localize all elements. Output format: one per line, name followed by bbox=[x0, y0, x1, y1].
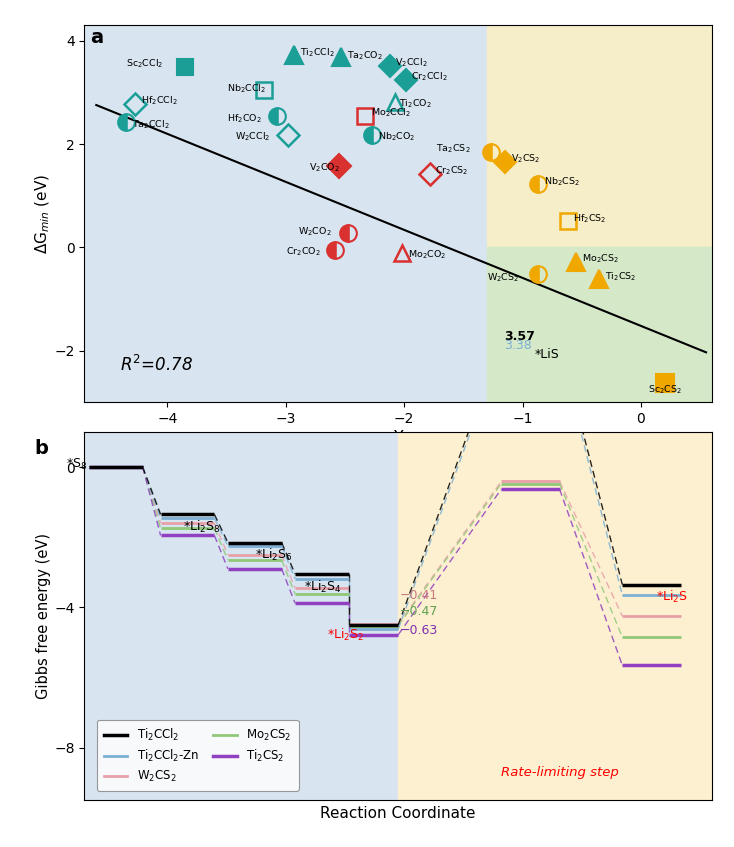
Text: *Li$_2$S: *Li$_2$S bbox=[656, 589, 688, 605]
Y-axis label: ΔG$_{min}$ (eV): ΔG$_{min}$ (eV) bbox=[33, 174, 51, 254]
Text: Hf$_{2}$CS$_{2}$: Hf$_{2}$CS$_{2}$ bbox=[573, 213, 607, 224]
Text: Nb$_{2}$CS$_{2}$: Nb$_{2}$CS$_{2}$ bbox=[544, 175, 580, 187]
Text: W$_{2}$CS$_{2}$: W$_{2}$CS$_{2}$ bbox=[487, 271, 519, 284]
Text: Cr$_{2}$CS$_{2}$: Cr$_{2}$CS$_{2}$ bbox=[435, 165, 468, 177]
Legend: Ti$_2$CCl$_2$, Ti$_2$CCl$_2$-Zn, W$_2$CS$_2$, Mo$_2$CS$_2$, Ti$_2$CS$_2$: Ti$_2$CCl$_2$, Ti$_2$CCl$_2$-Zn, W$_2$CS… bbox=[97, 720, 299, 791]
Text: Sc$_{2}$CCl$_{2}$: Sc$_{2}$CCl$_{2}$ bbox=[126, 58, 163, 70]
Text: *S$_8$: *S$_8$ bbox=[67, 457, 88, 472]
Text: V$_{2}$CS$_{2}$: V$_{2}$CS$_{2}$ bbox=[511, 152, 540, 165]
Text: Cr$_{2}$CO$_{2}$: Cr$_{2}$CO$_{2}$ bbox=[286, 246, 321, 257]
Text: Sc$_{2}$CS$_{2}$: Sc$_{2}$CS$_{2}$ bbox=[648, 383, 682, 396]
Text: Nb$_{2}$CCl$_{2}$: Nb$_{2}$CCl$_{2}$ bbox=[227, 82, 266, 95]
Text: Nb$_{2}$CO$_{2}$: Nb$_{2}$CO$_{2}$ bbox=[378, 130, 415, 143]
Text: −0.63: −0.63 bbox=[400, 623, 438, 637]
X-axis label: Reaction Coordinate: Reaction Coordinate bbox=[321, 806, 476, 821]
Text: *Li$_2$S$_4$: *Li$_2$S$_4$ bbox=[304, 579, 342, 595]
Text: 3.57: 3.57 bbox=[504, 330, 535, 343]
Text: Cr$_{2}$CCl$_{2}$: Cr$_{2}$CCl$_{2}$ bbox=[411, 71, 448, 83]
Text: Ta$_{2}$CS$_{2}$: Ta$_{2}$CS$_{2}$ bbox=[436, 142, 470, 154]
Text: a: a bbox=[90, 28, 103, 47]
Text: W$_{2}$CCl$_{2}$: W$_{2}$CCl$_{2}$ bbox=[235, 130, 270, 142]
Text: b: b bbox=[34, 440, 48, 458]
Text: Ti$_{2}$CO$_{2}$: Ti$_{2}$CO$_{2}$ bbox=[399, 97, 432, 110]
Text: V$_{2}$CO$_{2}$: V$_{2}$CO$_{2}$ bbox=[310, 161, 340, 174]
Text: *Li$_2$S$_8$: *Li$_2$S$_8$ bbox=[183, 518, 221, 534]
Bar bbox=[399, 432, 712, 800]
Text: Mo$_{2}$CO$_{2}$: Mo$_{2}$CO$_{2}$ bbox=[407, 248, 446, 261]
Text: Hf$_{2}$CCl$_{2}$: Hf$_{2}$CCl$_{2}$ bbox=[141, 94, 178, 107]
Text: 3.38: 3.38 bbox=[504, 340, 531, 352]
Text: *Li$_2$S$_6$: *Li$_2$S$_6$ bbox=[255, 546, 293, 563]
Text: Rate-limiting step: Rate-limiting step bbox=[501, 766, 619, 779]
Text: Ta$_{2}$CO$_{2}$: Ta$_{2}$CO$_{2}$ bbox=[347, 49, 383, 62]
Text: Ta$_{2}$CCl$_{2}$: Ta$_{2}$CCl$_{2}$ bbox=[132, 119, 170, 130]
Text: Mo$_{2}$CS$_{2}$: Mo$_{2}$CS$_{2}$ bbox=[582, 252, 619, 265]
Text: $R^2$=0.78: $R^2$=0.78 bbox=[120, 355, 193, 375]
Text: W$_{2}$CO$_{2}$: W$_{2}$CO$_{2}$ bbox=[297, 225, 331, 238]
Bar bbox=[487, 25, 712, 247]
Text: Mo$_{2}$CCl$_{2}$: Mo$_{2}$CCl$_{2}$ bbox=[371, 107, 411, 119]
Text: *Li$_2$S$_2$: *Li$_2$S$_2$ bbox=[327, 627, 364, 643]
Text: −0.41: −0.41 bbox=[400, 589, 438, 601]
Text: Ti$_{2}$CS$_{2}$: Ti$_{2}$CS$_{2}$ bbox=[606, 270, 637, 283]
Text: Hf$_{2}$CO$_{2}$: Hf$_{2}$CO$_{2}$ bbox=[227, 112, 261, 125]
Bar bbox=[84, 432, 399, 800]
Text: −0.47: −0.47 bbox=[400, 605, 438, 618]
Text: V$_{2}$CCl$_{2}$: V$_{2}$CCl$_{2}$ bbox=[395, 57, 427, 69]
Y-axis label: Gibbs free energy (eV): Gibbs free energy (eV) bbox=[37, 534, 51, 699]
Text: Ti$_{2}$CCl$_{2}$: Ti$_{2}$CCl$_{2}$ bbox=[300, 46, 335, 58]
Text: *LiS: *LiS bbox=[535, 347, 559, 361]
X-axis label: X: X bbox=[393, 429, 404, 447]
Bar bbox=[487, 247, 712, 402]
